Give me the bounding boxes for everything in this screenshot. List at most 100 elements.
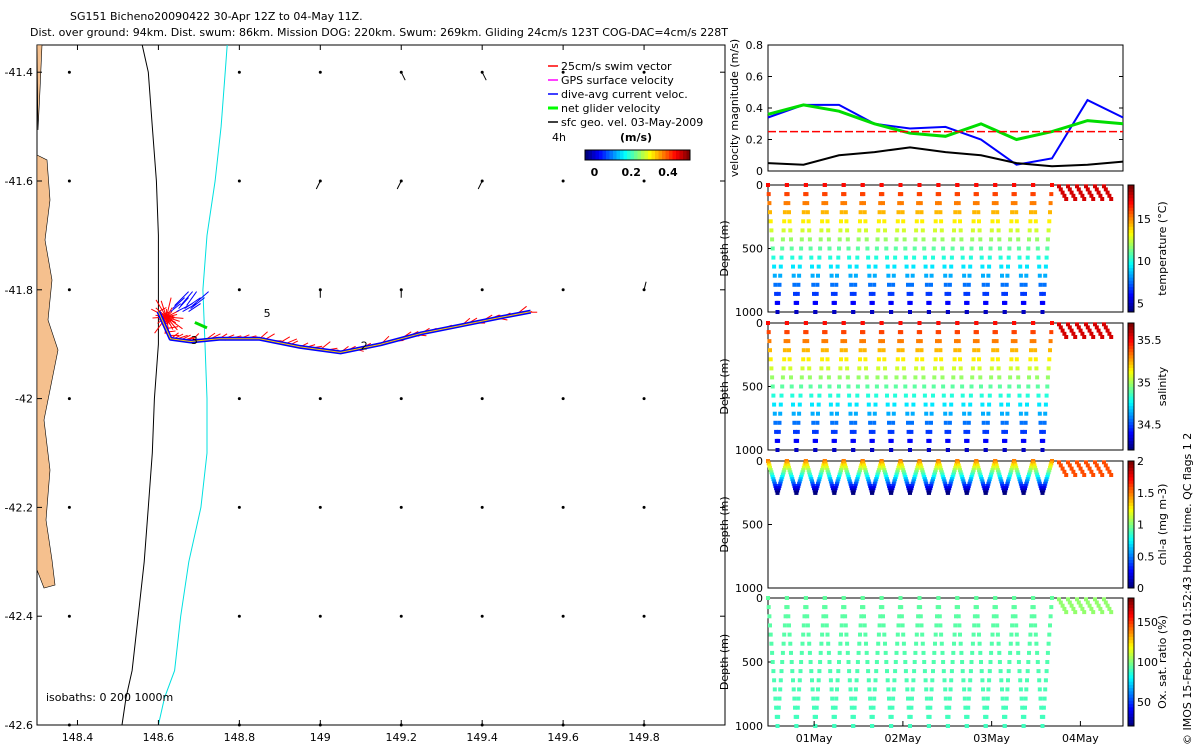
chla-shallow-sample — [1071, 469, 1076, 474]
oxygen-dive-sample — [1034, 641, 1039, 646]
oxygen-colorbar-segment — [1128, 681, 1134, 685]
temperature-climb-sample — [813, 310, 818, 314]
salinity-climb-sample — [782, 357, 787, 362]
temperature-dive-sample — [1012, 183, 1017, 187]
temperature-climb-sample — [874, 246, 879, 251]
chla-colorbar-segment — [1128, 467, 1134, 472]
salinity-climb-sample — [914, 366, 919, 371]
temperature-colorbar-label: temperature (°C) — [1156, 201, 1169, 295]
temperature-climb-sample — [1047, 219, 1052, 224]
chla-dive-sample — [998, 477, 1003, 482]
oxygen-climb-sample — [776, 714, 781, 719]
chla-dive-sample — [792, 483, 797, 488]
chla-dive-sample — [842, 461, 847, 466]
temperature-dive-sample — [1018, 273, 1023, 278]
temperature-dive-sample — [922, 246, 927, 251]
chla-climb-sample — [914, 470, 919, 475]
chla-climb-sample — [1043, 479, 1048, 484]
chla-dive-sample — [1018, 481, 1023, 486]
temperature-colorbar-segment — [1128, 226, 1134, 230]
temperature-dive-sample — [886, 273, 891, 278]
chla-climb-sample — [895, 468, 900, 473]
chla-climb-sample — [965, 488, 970, 493]
salinity-dive-sample — [999, 402, 1004, 407]
oxygen-dive-sample — [807, 650, 812, 655]
temperature-climb-sample — [947, 282, 952, 287]
salinity-climb-sample — [870, 438, 875, 443]
oxygen-dive-sample — [939, 632, 944, 637]
geo-vector-dot — [399, 614, 403, 618]
chla-dive-sample — [1020, 486, 1025, 491]
chla-dive-sample — [918, 461, 923, 466]
salinity-dive-sample — [938, 348, 943, 353]
oxygen-shallow-sample — [1071, 606, 1076, 611]
chla-climb-sample — [910, 481, 915, 486]
salinity-climb-sample — [910, 420, 914, 425]
salinity-climb-sample — [1050, 321, 1054, 325]
salinity-climb-sample — [853, 420, 858, 425]
colorbar-frame — [584, 149, 691, 161]
temperature-dive-sample — [1014, 219, 1019, 224]
chla-climb-sample — [911, 479, 916, 484]
salinity-climb-sample — [1040, 448, 1045, 452]
salinity-axes-frame — [767, 322, 1124, 451]
temperature-dive-sample — [976, 210, 981, 215]
salinity-dive-sample — [791, 402, 795, 407]
salinity-climb-sample — [813, 448, 818, 452]
oxygen-dive-sample — [824, 614, 829, 619]
colorbar-tick-label: 0 — [591, 166, 599, 179]
temperature-climb-sample — [1002, 310, 1007, 314]
chla-dive-sample — [900, 465, 905, 470]
temperature-climb-sample — [1006, 255, 1011, 260]
salinity-climb-sample — [798, 393, 803, 398]
chla-climb-sample — [1025, 477, 1030, 482]
velocity-y-tick-label: 0.4 — [746, 102, 764, 115]
oxygen-climb-sample — [915, 623, 920, 628]
salinity-dive-sample — [879, 321, 884, 325]
salinity-dive-sample — [944, 429, 949, 434]
chla-dive-sample — [899, 461, 904, 466]
temperature-climb-sample — [798, 255, 803, 260]
salinity-dive-sample — [962, 411, 967, 416]
oxygen-climb-sample — [856, 650, 861, 655]
oxygen-dive-sample — [828, 669, 833, 674]
oxygen-climb-sample — [877, 623, 882, 628]
temperature-climb-sample — [991, 201, 996, 206]
chla-climb-sample — [854, 479, 859, 484]
chla-dive-sample — [825, 468, 830, 473]
temperature-dive-sample — [993, 192, 998, 197]
chla-climb-sample — [970, 472, 975, 477]
oxygen-dive-sample — [1033, 623, 1038, 628]
temperature-dive-sample — [770, 246, 775, 251]
chla-climb-sample — [991, 465, 996, 470]
temperature-dive-sample — [860, 183, 865, 187]
oxygen-climb-sample — [1046, 641, 1051, 646]
salinity-dive-sample — [919, 348, 924, 353]
salinity-shallow-sample — [1087, 328, 1092, 333]
salinity-climb-sample — [989, 366, 994, 371]
oxygen-dive-sample — [882, 632, 887, 637]
salinity-colorbar-segment — [1128, 380, 1134, 384]
chla-climb-sample — [1024, 481, 1029, 486]
oxygen-shallow-sample — [1096, 603, 1101, 608]
geo-vector-arrow — [481, 71, 487, 81]
salinity-climb-sample — [783, 339, 788, 344]
chla-climb-sample — [952, 470, 956, 475]
oxygen-climb-sample — [796, 696, 801, 701]
oxygen-colorbar-segment — [1128, 706, 1134, 711]
salinity-climb-sample — [968, 393, 973, 398]
oxygen-climb-sample — [1027, 641, 1032, 646]
temperature-dive-sample — [905, 273, 910, 278]
salinity-dive-sample — [924, 420, 929, 425]
salinity-climb-sample — [795, 429, 800, 434]
oxygen-dive-sample — [791, 678, 795, 683]
oxygen-colorbar-segment — [1128, 678, 1134, 682]
chla-climb-sample — [833, 486, 838, 491]
salinity-climb-sample — [949, 402, 954, 407]
oxygen-climb-sample — [802, 614, 807, 619]
chla-colorbar-tick-label: 0 — [1137, 582, 1144, 595]
salinity-climb-sample — [876, 366, 881, 371]
oxygen-dive-sample — [887, 696, 891, 701]
chla-climb-sample — [815, 483, 820, 488]
temperature-colorbar-segment — [1128, 286, 1134, 291]
